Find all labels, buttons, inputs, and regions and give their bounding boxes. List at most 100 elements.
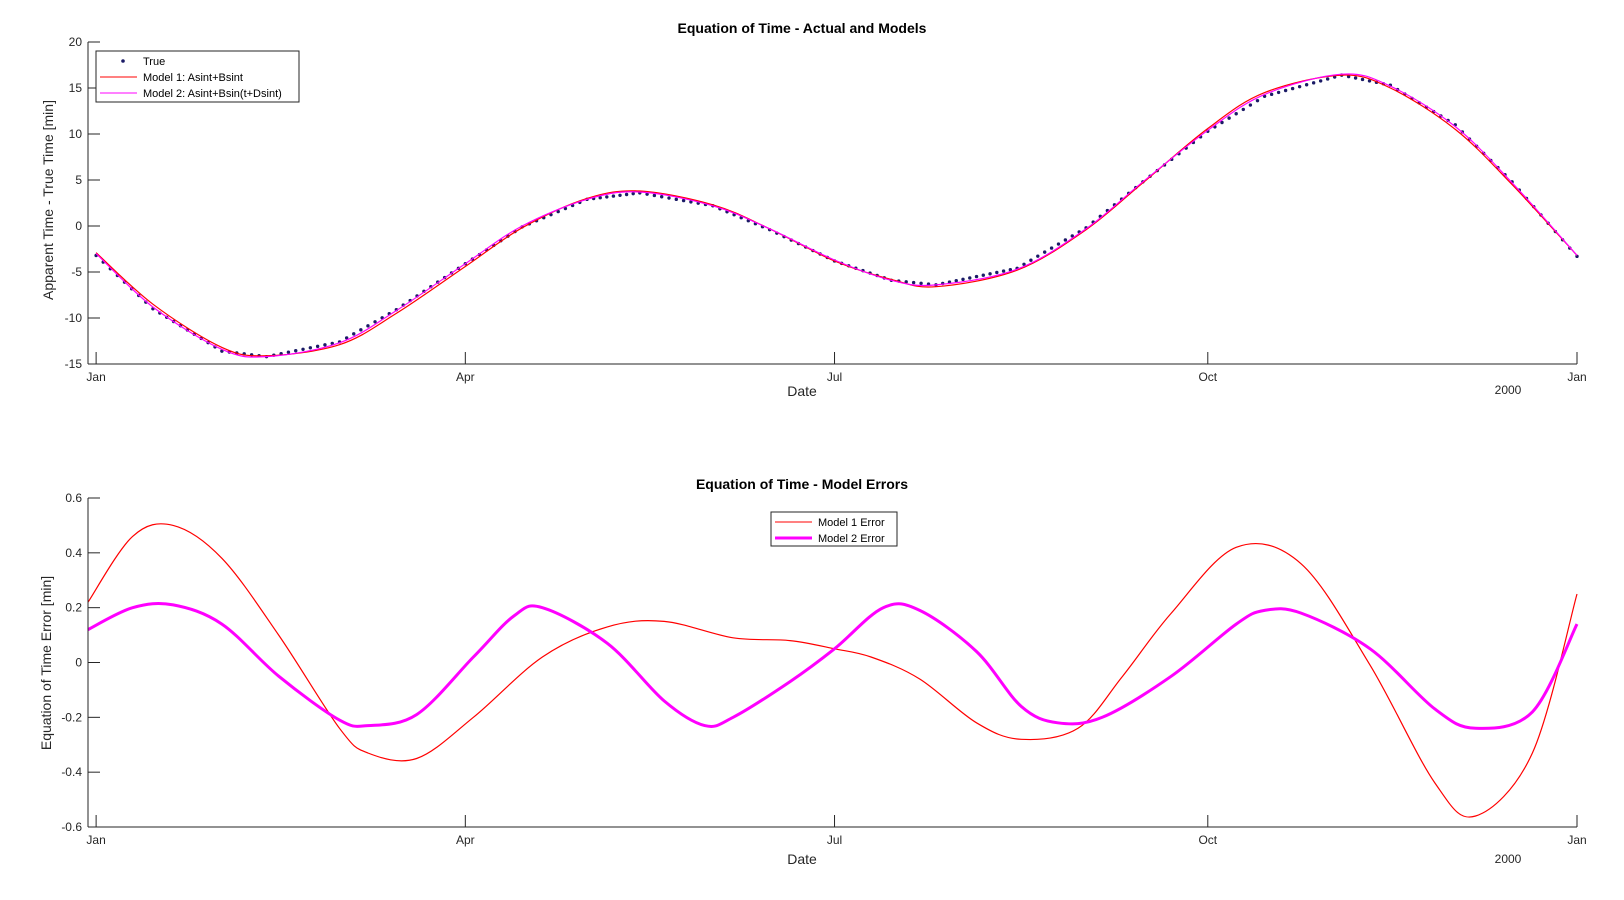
series-true-marker [366, 324, 370, 328]
series-true-marker [674, 197, 678, 202]
series-true-marker [1022, 262, 1026, 266]
chart-title: Equation of Time - Actual and Models [678, 20, 927, 36]
series-true-marker [605, 195, 609, 199]
y-tick-label: -0.2 [61, 710, 82, 724]
legend: Model 1 Error Model 2 Error [770, 511, 898, 547]
x-tick-label: Jan [86, 370, 105, 384]
x-tick-label: Jan [1567, 833, 1586, 847]
series-true-marker [344, 336, 349, 340]
x-tick-label: Jan [86, 833, 105, 847]
series-true-marker [631, 191, 635, 196]
chart-title: Equation of Time - Model Errors [696, 476, 908, 492]
series-group [87, 523, 1579, 818]
axis-lines-and-ticks: -0.6 -0.4 -0.2 0 0.2 0.4 0.6 Jan Apr Jul Oct Jan [61, 491, 1586, 847]
series-true-marker [681, 198, 686, 203]
legend-marker-true [121, 59, 125, 63]
series-true-marker [373, 320, 377, 324]
series-true-marker [1220, 120, 1224, 125]
y-axis-label: Equation of Time Error [min] [38, 576, 54, 750]
series-true-marker [1063, 238, 1068, 242]
series-model-1-error-line [87, 523, 1578, 818]
series-true-marker [563, 206, 568, 211]
series-true-marker [988, 272, 992, 276]
y-tick-label: -5 [71, 265, 82, 279]
x-tick-label: Oct [1198, 370, 1217, 384]
legend-label-model-2: Model 2: Asint+Bsin(t+Dsint) [143, 88, 282, 100]
series-true-marker [1311, 81, 1316, 85]
series-true-marker [1248, 103, 1253, 107]
y-axis-label: Apparent Time - True Time [min] [40, 100, 56, 300]
series-true-marker [1304, 83, 1309, 87]
series-true-marker [330, 341, 334, 346]
series-true-marker [974, 274, 979, 279]
series-true-marker [1318, 79, 1323, 83]
series-true-marker [968, 276, 972, 280]
y-tick-label: 0 [75, 219, 82, 233]
series-true-marker [911, 280, 916, 285]
series-true-marker [995, 270, 999, 275]
x-tick-label: Apr [456, 833, 475, 847]
series-true-marker [556, 209, 560, 214]
y-tick-label: 0.6 [65, 491, 82, 505]
series-true-marker [359, 328, 363, 332]
legend-label-model-2-error: Model 2 Error [818, 533, 885, 545]
series-true-marker [1367, 79, 1372, 83]
series-true-marker [1029, 258, 1033, 262]
series-true-marker [1325, 77, 1330, 81]
series-true-marker [301, 347, 305, 351]
y-tick-label: 0.2 [65, 601, 82, 615]
series-true-marker [1290, 86, 1295, 91]
series-true-marker [954, 279, 958, 283]
series-true-marker [1262, 94, 1267, 98]
series-true-marker [1042, 250, 1047, 254]
x-secondary-label: 2000 [1495, 852, 1522, 866]
axes-actual-and-models: Equation of Time - Actual and Models Dat… [40, 20, 1587, 399]
series-true-marker [1234, 112, 1238, 116]
y-tick-label: 15 [69, 81, 83, 95]
series-true-marker [352, 332, 356, 336]
series-true-marker [1269, 92, 1274, 97]
x-tick-label: Apr [456, 370, 475, 384]
y-tick-label: 0.4 [65, 546, 82, 560]
x-secondary-label: 2000 [1495, 383, 1522, 397]
series-true-marker [1255, 98, 1260, 103]
series-true-marker [1575, 254, 1579, 259]
series-true-marker [659, 195, 664, 199]
series-true-marker [961, 277, 965, 282]
series-true-marker [645, 192, 649, 196]
axes-model-errors: Equation of Time - Model Errors Date Equ… [38, 476, 1587, 867]
series-true-marker [1227, 116, 1231, 120]
series-true-marker [1049, 246, 1054, 250]
series-true-marker [1008, 268, 1013, 272]
series-model-2-error-line [87, 602, 1579, 730]
series-true-marker [667, 196, 671, 200]
series-true-marker [1353, 76, 1358, 80]
legend-label-model-1-error: Model 1 Error [818, 517, 885, 529]
y-tick-label: 20 [69, 35, 83, 49]
legend-label-model-1: Model 1: Asint+Bsint [143, 72, 243, 84]
series-true-marker [1241, 107, 1245, 112]
series-true-marker [652, 193, 657, 198]
x-axis-label: Date [787, 383, 817, 399]
y-tick-label: -0.6 [61, 820, 82, 834]
series-true-marker [315, 344, 320, 349]
series-true-marker [618, 193, 622, 197]
series-true-marker [981, 273, 985, 277]
series-group [94, 73, 1579, 359]
series-true-marker [1001, 269, 1006, 273]
x-tick-label: Jan [1567, 370, 1586, 384]
series-true-marker [1036, 254, 1040, 258]
series-true-marker [598, 196, 602, 200]
series-true-marker [919, 281, 923, 286]
series-true-marker [286, 350, 291, 354]
x-tick-label: Jul [827, 370, 842, 384]
y-tick-label: -0.4 [61, 765, 82, 779]
series-model-1-asint-bsint-line [95, 74, 1578, 357]
series-true-marker [1360, 77, 1365, 82]
series-true-marker [1276, 90, 1281, 95]
series-true-marker [611, 194, 616, 198]
axis-lines-and-ticks: -15 -10 -5 0 5 10 15 20 Jan Apr Jul Oct Jan [65, 35, 1587, 384]
x-axis-label: Date [787, 851, 817, 867]
series-true-marker [904, 280, 908, 284]
